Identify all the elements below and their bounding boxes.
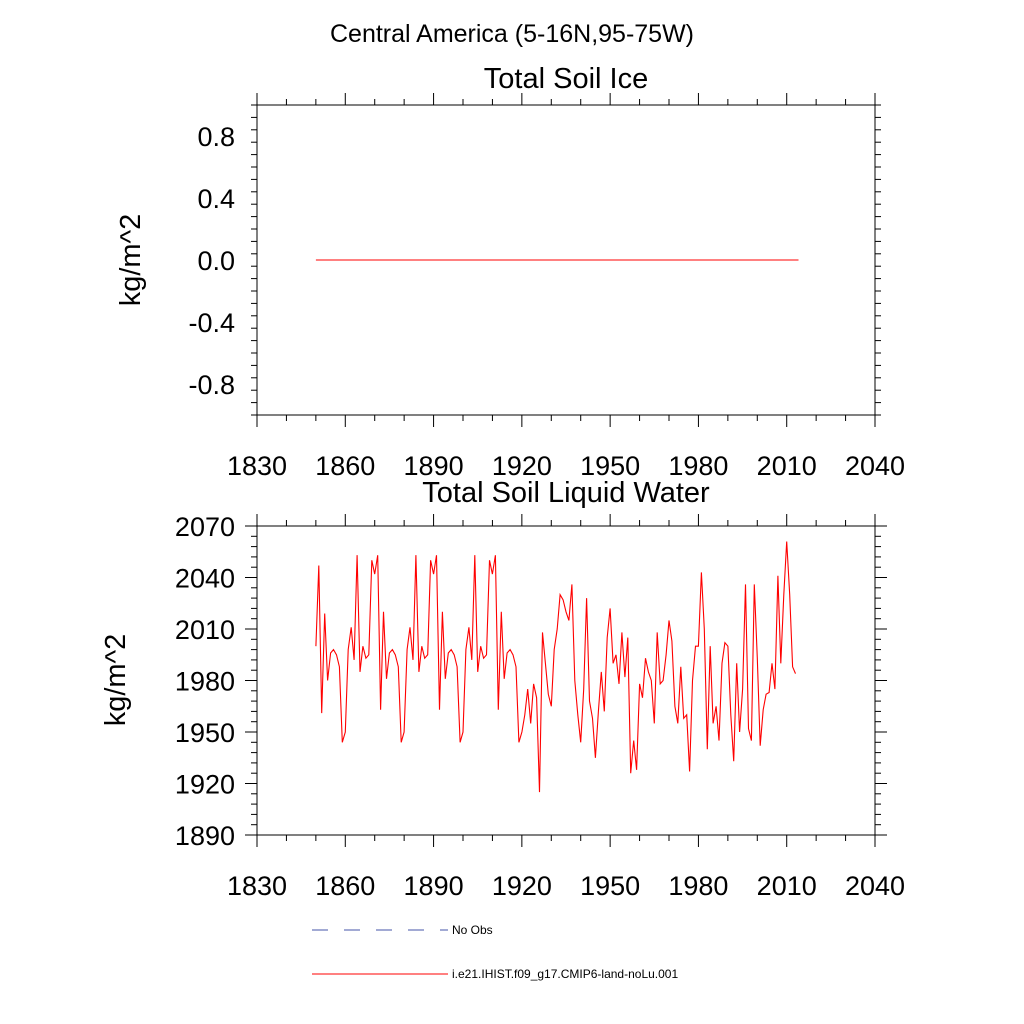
y-tick-label: 1890 <box>175 821 235 851</box>
y-tick-label: 0.8 <box>197 122 235 152</box>
panel-total-soil-liquid-water: Total Soil Liquid Water kg/m^2 1830 1860 189… <box>100 477 905 901</box>
plot-frame <box>256 525 876 836</box>
y-tick-label: 1920 <box>175 770 235 800</box>
y-tick-label: 2040 <box>175 564 235 594</box>
x-tick-label: 2010 <box>757 451 817 481</box>
legend: No Obs i.e21.IHIST.f09_g17.CMIP6-land-noL… <box>312 923 678 981</box>
x-tick-label: 1980 <box>668 451 728 481</box>
x-tick-label: 2040 <box>845 871 905 901</box>
series-line <box>315 541 797 793</box>
y-tick-label: -0.4 <box>188 308 235 338</box>
x-tick-label: 1980 <box>668 871 728 901</box>
y-tick-label: 2070 <box>175 512 235 542</box>
x-tick-label: 1890 <box>404 871 464 901</box>
x-tick-label: 2010 <box>757 871 817 901</box>
x-tick-label: 1920 <box>492 871 552 901</box>
x-tick-label: 1950 <box>580 451 640 481</box>
x-tick-label: 2040 <box>845 451 905 481</box>
legend-label: No Obs <box>452 923 493 937</box>
y-tick-label: 2010 <box>175 615 235 645</box>
x-tick-label: 1920 <box>492 451 552 481</box>
legend-label: i.e21.IHIST.f09_g17.CMIP6-land-noLu.001 <box>452 967 678 981</box>
x-tick-label: 1860 <box>315 451 375 481</box>
y-tick-label: 0.4 <box>197 184 235 214</box>
x-tick-label: 1830 <box>227 451 287 481</box>
panel-title: Total Soil Liquid Water <box>422 477 710 509</box>
y-tick-label: 1950 <box>175 718 235 748</box>
y-axis-label: kg/m^2 <box>100 634 132 727</box>
x-tick-label: 1890 <box>404 451 464 481</box>
plot-frame <box>256 104 876 416</box>
x-tick-label: 1860 <box>315 871 375 901</box>
y-tick-label: 1980 <box>175 667 235 697</box>
y-tick-label: -0.8 <box>188 370 235 400</box>
panel-title: Total Soil Ice <box>484 63 648 95</box>
figure-title: Central America (5-16N,95-75W) <box>330 20 694 48</box>
y-tick-label: 0.0 <box>197 246 235 276</box>
x-tick-label: 1950 <box>580 871 640 901</box>
x-tick-label: 1830 <box>227 871 287 901</box>
y-axis-label: kg/m^2 <box>115 214 147 307</box>
panel-total-soil-ice: Total Soil Ice kg/m^2 1830 1860 1890 1920 1950… <box>115 63 905 481</box>
